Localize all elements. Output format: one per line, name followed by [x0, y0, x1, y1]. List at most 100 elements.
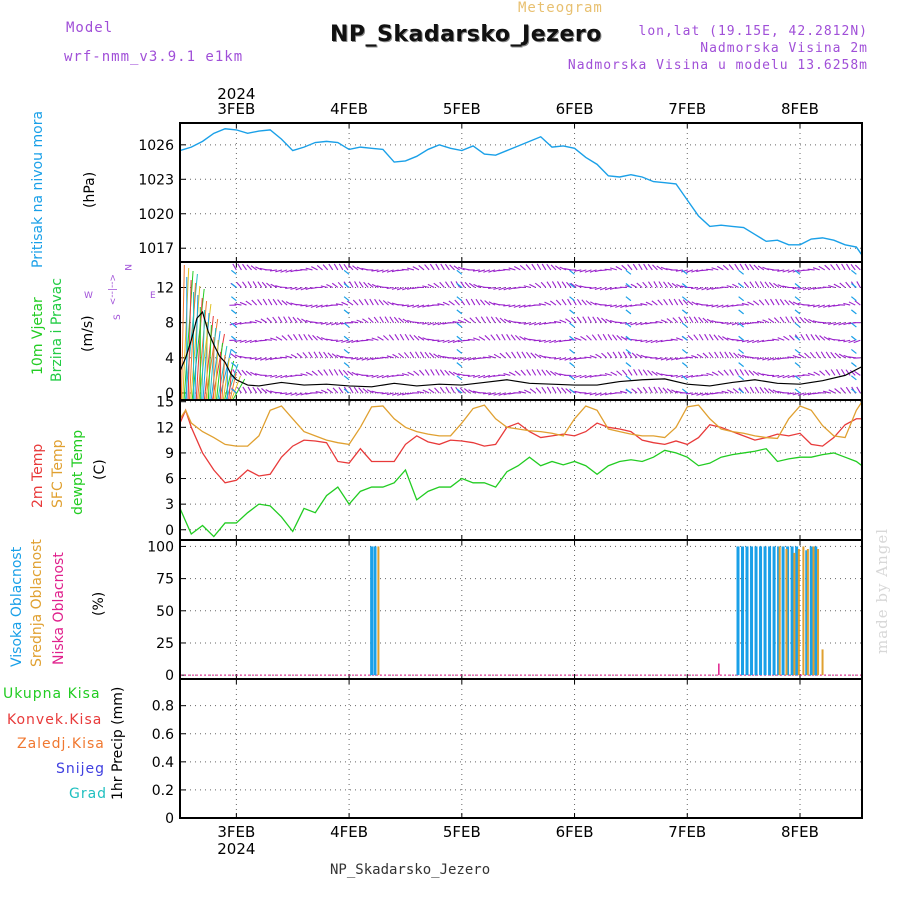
wind-barb	[305, 267, 313, 271]
wind-barb	[417, 390, 425, 394]
wind-barb	[586, 334, 592, 341]
wind-barb	[732, 388, 739, 394]
cloud-mid-bar	[778, 546, 781, 676]
temp-sfc-line	[179, 401, 863, 447]
wind-barb	[803, 317, 810, 324]
wind-barb	[749, 281, 755, 288]
cloud-high-bar	[809, 546, 813, 676]
wind-barb	[475, 298, 481, 306]
wind-barb	[498, 286, 506, 291]
xtick-label-bottom-4: 7FEB	[668, 823, 706, 841]
wind-barb	[417, 322, 425, 324]
wind-barb	[556, 281, 562, 288]
wind-burst	[190, 285, 201, 401]
wind-barb	[627, 264, 633, 271]
wind-barb	[717, 335, 724, 341]
wind-barb	[551, 386, 557, 394]
wind-barb	[498, 392, 506, 396]
wind-barb	[452, 371, 460, 376]
wind-barb	[834, 352, 841, 359]
wind-barb	[404, 333, 410, 341]
wind-barb	[351, 339, 359, 343]
wind-barb	[747, 301, 755, 306]
wind-barb	[606, 352, 613, 359]
wind-barb	[619, 322, 628, 324]
wind-barb	[670, 338, 678, 341]
wind-barb	[464, 281, 471, 288]
wind-barb	[856, 281, 861, 288]
wind-barb	[331, 282, 339, 288]
wind-barb	[636, 282, 643, 288]
wind-barb	[822, 390, 831, 394]
wind-barb	[505, 352, 511, 359]
wind-barb	[381, 356, 389, 359]
wind-barb	[744, 263, 750, 271]
wind-burst	[183, 270, 194, 401]
wind-barb	[734, 369, 740, 376]
cloud-high-bar	[805, 550, 809, 676]
wind-barb	[604, 268, 612, 271]
wind-barb	[717, 265, 724, 271]
wind-gust	[456, 375, 463, 381]
wind-barb	[788, 300, 795, 306]
wind-barb	[622, 351, 628, 359]
wind-barb	[810, 334, 816, 341]
wind-barb	[468, 282, 476, 288]
wind-barb	[430, 369, 435, 376]
wind-gust	[456, 269, 463, 275]
year-label-top: 2024	[217, 85, 255, 103]
wind-barb	[434, 387, 440, 394]
wind-barb	[308, 351, 313, 359]
wind-barb	[247, 386, 253, 394]
wind-barb	[691, 355, 699, 359]
wind-barb	[615, 304, 623, 308]
wind-barb	[301, 318, 308, 324]
wind-gust	[230, 296, 237, 302]
wind-barb	[602, 333, 608, 341]
wind-gust	[681, 362, 688, 368]
cloud-high-bar	[754, 546, 758, 676]
wind-barb	[472, 269, 480, 272]
wind-barb	[726, 304, 734, 308]
wind-barb	[413, 334, 420, 341]
wind-barb	[439, 386, 445, 394]
lonlat-label: lon,lat (19.15E, 42.2812N)	[638, 24, 868, 39]
wind-barb	[381, 392, 389, 395]
wind-barb	[749, 386, 755, 394]
wind-barb	[318, 351, 324, 359]
wind-barb	[478, 374, 486, 379]
wind-barb	[848, 301, 856, 306]
wind-barb	[696, 392, 704, 396]
cloud-mid-bar	[817, 549, 820, 676]
wind-barb	[488, 286, 496, 290]
wind-barb	[565, 318, 572, 324]
wind-barb	[321, 389, 328, 394]
wind-gust	[456, 309, 463, 315]
wind-barb	[252, 386, 258, 394]
wind-barb	[366, 338, 374, 341]
wind-barb	[809, 351, 816, 359]
wind-gust	[681, 388, 688, 394]
wind-barb	[681, 374, 689, 379]
wind-barb	[775, 298, 780, 306]
wind-barb	[696, 353, 704, 359]
wind-barb	[647, 369, 653, 376]
wind-barb	[483, 269, 491, 273]
wind-barb	[440, 263, 445, 271]
wind-barb	[667, 281, 674, 288]
wind-barb	[574, 374, 582, 378]
wind-barb	[680, 357, 688, 359]
wind-barb	[315, 304, 323, 308]
wind-gust	[625, 296, 632, 302]
wind-barb	[352, 265, 359, 271]
wind-barb	[295, 286, 303, 291]
wind-barb	[535, 387, 542, 394]
wind-barb	[706, 304, 714, 307]
wind-barb	[347, 264, 354, 271]
wind-barb	[584, 374, 592, 379]
wind-barb	[737, 353, 744, 359]
wind-barb	[764, 298, 770, 306]
wind-barb	[328, 263, 334, 271]
wind-barb	[591, 334, 597, 341]
ytick-label-wind-2: 8	[165, 316, 174, 332]
